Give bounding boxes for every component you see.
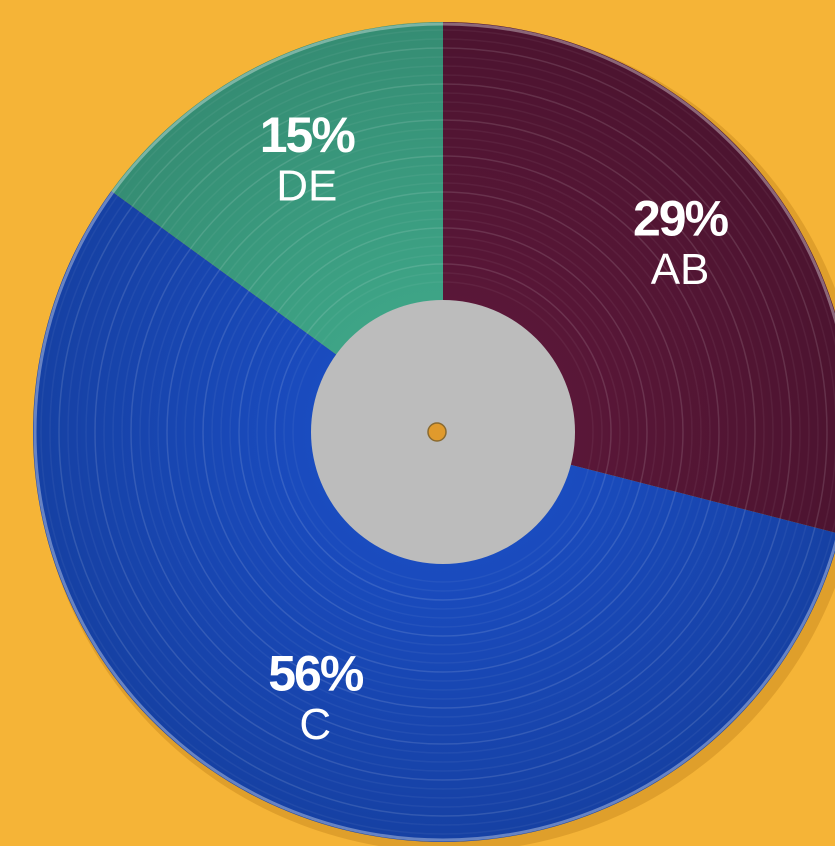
groove [274, 263, 612, 601]
groove [40, 29, 835, 835]
groove [157, 146, 729, 718]
slice-value-label: 29% [633, 190, 729, 246]
groove [238, 227, 648, 637]
groove [85, 74, 801, 790]
groove [49, 38, 835, 826]
groove [247, 236, 639, 628]
groove [94, 83, 792, 781]
groove [256, 245, 630, 619]
spindle-hole [427, 422, 447, 442]
groove [58, 47, 828, 817]
groove [202, 191, 684, 673]
slice-category-label: DE [276, 161, 337, 210]
groove [130, 119, 756, 745]
groove [175, 164, 711, 700]
groove [121, 110, 765, 754]
groove [103, 92, 783, 772]
groove [112, 101, 774, 763]
slice-value-label: 15% [260, 107, 356, 163]
groove [166, 155, 720, 709]
slice-category-label: C [299, 700, 331, 749]
groove [211, 200, 675, 664]
groove [184, 173, 702, 691]
groove [220, 209, 666, 655]
groove [139, 128, 747, 736]
groove [193, 182, 693, 682]
groove [67, 56, 819, 808]
groove [292, 281, 594, 583]
groove [148, 137, 738, 727]
groove [265, 254, 621, 610]
slice-value-label: 56% [268, 646, 364, 702]
record-rim [33, 22, 835, 842]
slice-category-label: AB [651, 245, 710, 294]
slice-labels: 29%AB 56%C 15%DE [260, 107, 731, 749]
groove [229, 218, 657, 646]
groove [283, 272, 603, 592]
groove [76, 65, 810, 799]
